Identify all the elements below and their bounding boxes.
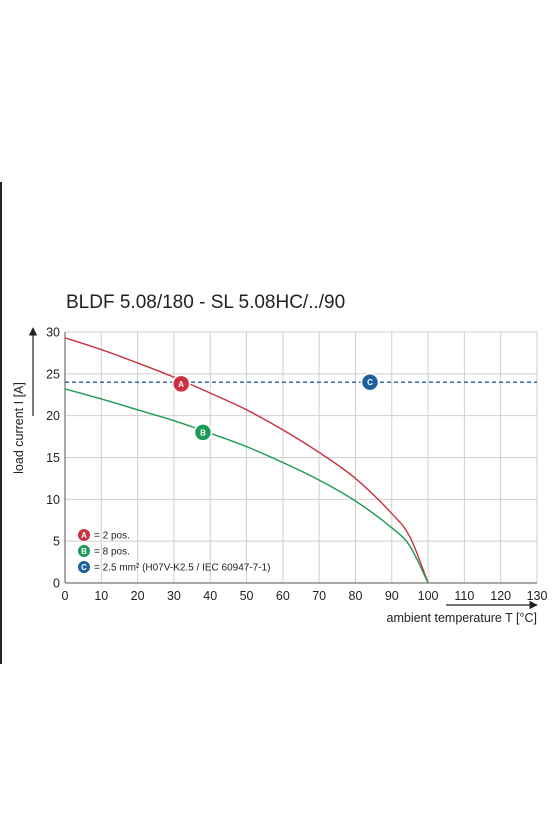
- y-tick-label: 10: [46, 493, 60, 507]
- x-tick-label: 120: [490, 589, 511, 603]
- x-tick-label: 100: [418, 589, 439, 603]
- x-tick-label: 80: [349, 589, 363, 603]
- x-tick-label: 20: [131, 589, 145, 603]
- chart-title: BLDF 5.08/180 - SL 5.08HC/../90: [66, 292, 346, 313]
- x-axis-label: ambient temperature T [°C]: [387, 611, 537, 625]
- y-tick-label: 25: [46, 367, 60, 381]
- legend-item-b: B = 8 pos.: [77, 544, 130, 558]
- legend-label: = 2 pos.: [94, 531, 130, 542]
- x-tick-label: 130: [527, 589, 548, 603]
- x-tick-label: 30: [167, 589, 181, 603]
- legend-item-c: C = 2.5 mm² (H07V-K2.5 / IEC 60947-7-1): [77, 560, 270, 574]
- x-tick-label: 40: [203, 589, 217, 603]
- x-tick-label: 70: [312, 589, 326, 603]
- axes: 0 10 20 30 40 50 60 70 80 90 100 110 120 130 0 5 10 15 20 2…: [46, 326, 547, 604]
- y-axis-label: load current I [A]: [12, 382, 26, 474]
- grid: [64, 331, 538, 584]
- y-tick-label: 20: [46, 409, 60, 423]
- annotation-group: A B C: [171, 372, 380, 442]
- y-tick-label: 15: [46, 451, 60, 465]
- series-a-line: [64, 337, 429, 584]
- x-tick-label: 110: [454, 589, 474, 603]
- badge-b: B: [193, 423, 213, 442]
- legend-item-a: A = 2 pos.: [77, 528, 130, 542]
- legend-letter: B: [81, 547, 87, 556]
- badge-a: A: [171, 374, 191, 394]
- y-tick-label: 5: [53, 535, 60, 549]
- badge-c: C: [360, 372, 380, 392]
- y-tick-label: 30: [46, 326, 60, 340]
- badge-letter: C: [367, 378, 373, 387]
- series-b-line: [64, 388, 429, 584]
- legend-letter: A: [81, 531, 87, 540]
- x-tick-label: 90: [385, 589, 399, 603]
- legend-label: = 8 pos.: [94, 547, 130, 558]
- badge-letter: B: [200, 428, 206, 437]
- legend: A = 2 pos. B = 8 pos. C = 2.5 mm² (H07V-K2.5 …: [77, 528, 270, 574]
- x-tick-label: 60: [276, 589, 290, 603]
- left-edge-bar: [0, 182, 2, 664]
- x-tick-label: 10: [94, 589, 108, 603]
- y-tick-label: 0: [53, 577, 60, 591]
- x-tick-label: 0: [62, 589, 69, 603]
- legend-letter: C: [81, 563, 87, 572]
- series-group: [64, 337, 537, 584]
- badge-letter: A: [178, 380, 184, 389]
- legend-label: = 2.5 mm² (H07V-K2.5 / IEC 60947-7-1): [94, 563, 270, 574]
- x-tick-label: 50: [240, 589, 254, 603]
